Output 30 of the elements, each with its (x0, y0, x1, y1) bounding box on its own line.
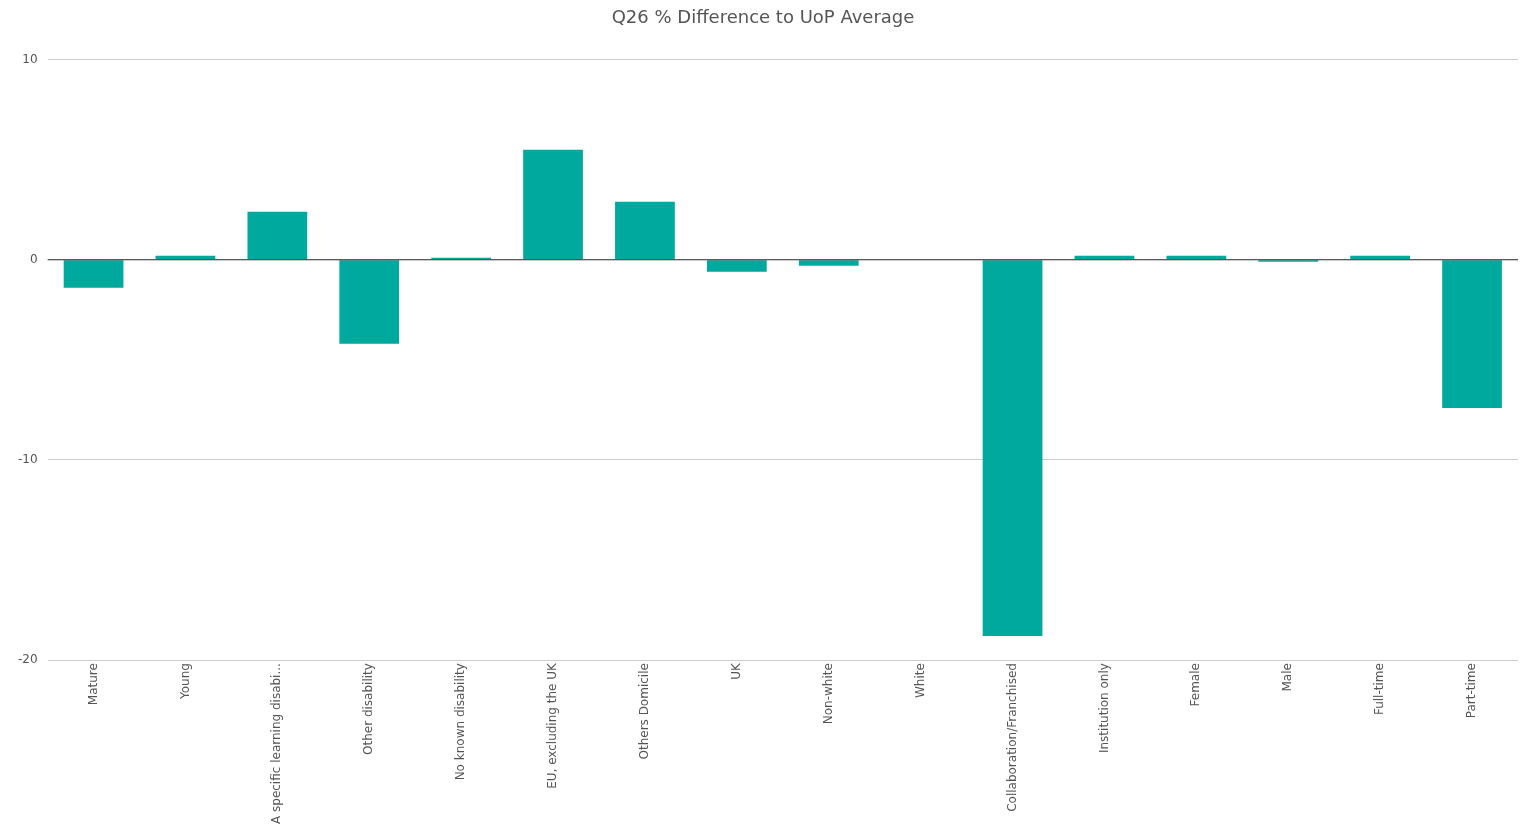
bar (63, 260, 124, 288)
y-tick-label: 10 (22, 51, 38, 66)
bar (247, 211, 308, 260)
x-tick-label: EU, excluding the UK (545, 661, 560, 789)
x-tick-label: UK (728, 661, 743, 680)
x-tick-label: Others Domicile (637, 663, 652, 760)
bar (523, 149, 583, 260)
y-tick-label: -10 (17, 452, 38, 467)
x-tick-label: Mature (85, 663, 100, 706)
bar (339, 260, 400, 344)
x-tick-label: No known disability (453, 663, 468, 781)
x-tick-label: Female (1188, 663, 1203, 707)
x-tick-label: Full-time (1372, 663, 1387, 716)
bar (706, 260, 767, 272)
chart-title: Q26 % Difference to UoP Average (611, 6, 915, 28)
x-tick-label: Collaboration/Franchised (1004, 663, 1019, 812)
x-tick-label: Non-white (820, 663, 835, 725)
x-tick-label: Young (177, 663, 192, 701)
x-tick-label: White (912, 663, 927, 699)
x-tick-label: Institution only (1096, 663, 1111, 754)
x-tick-label: Other disability (361, 663, 376, 755)
bar (615, 201, 675, 260)
y-tick-label: 0 (29, 251, 38, 266)
x-tick-label: A specific learning disabi... (269, 663, 284, 825)
x-tick-label: Part-time (1464, 663, 1479, 719)
bar (982, 260, 1043, 637)
bar (1442, 260, 1502, 408)
x-tick-label: Male (1280, 663, 1295, 692)
bar (798, 260, 859, 266)
y-tick-label: -20 (17, 652, 38, 667)
